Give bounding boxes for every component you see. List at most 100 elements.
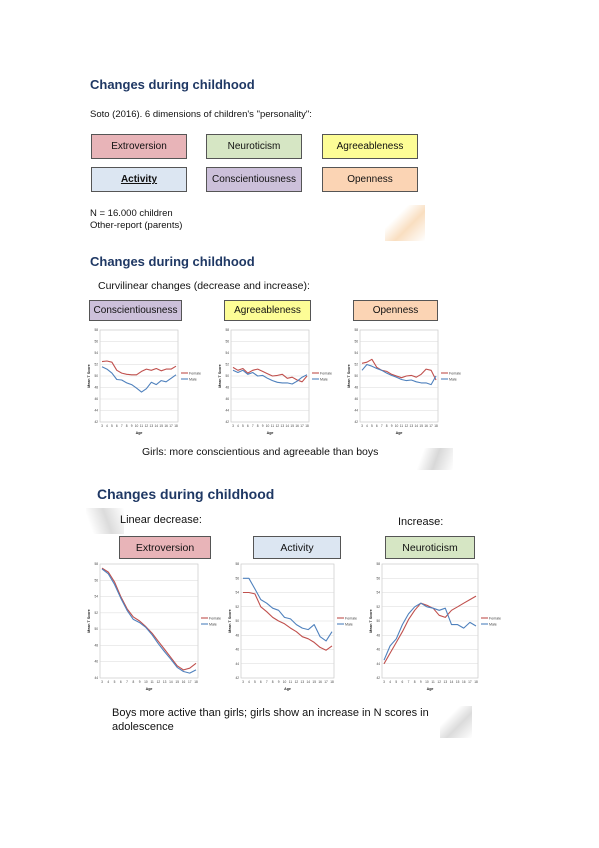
x-tick-label: 7 [381,424,383,428]
y-axis-label: Mean T Score [369,609,373,632]
x-tick-label: 7 [266,680,268,684]
x-tick-label: 16 [424,424,428,428]
x-tick-label: 18 [305,424,309,428]
x-tick-label: 8 [386,424,388,428]
x-tick-label: 7 [408,680,410,684]
legend-entry: Male [320,377,328,381]
slide3-title: Changes during childhood [97,486,275,502]
x-tick-label: 7 [252,424,254,428]
x-tick-label: 9 [262,424,264,428]
x-tick-label: 11 [140,424,144,428]
x-tick-label: 8 [272,680,274,684]
dimension-activity: Activity [91,167,187,192]
x-tick-label: 4 [237,424,239,428]
slide3-footer-line2: adolescence [112,721,174,733]
y-tick-label: 42 [235,676,239,680]
series-line-female [232,366,308,383]
y-tick-label: 56 [235,576,239,580]
y-tick-label: 50 [94,374,98,378]
x-tick-label: 11 [431,680,435,684]
y-tick-label: 56 [225,340,229,344]
chart-title-agreeableness: Agreeableness [224,300,311,321]
y-axis-label: Mean T Score [87,609,91,632]
x-tick-label: 3 [232,424,234,428]
x-tick-label: 3 [101,680,103,684]
x-tick-label: 5 [111,424,113,428]
x-tick-label: 3 [101,424,103,428]
x-tick-label: 6 [402,680,404,684]
x-tick-label: 14 [285,424,289,428]
y-axis-label: Mean T Score [228,609,232,632]
report-type-note: Other-report (parents) [90,220,183,231]
y-tick-label: 48 [94,643,98,647]
chart-title-activity: Activity [253,536,341,559]
x-tick-label: 17 [429,424,433,428]
y-tick-label: 58 [225,328,229,332]
chart-title-neuroticism: Neuroticism [385,536,475,559]
y-tick-label: 58 [235,562,239,566]
linear-decrease-label: Linear decrease: [120,514,202,526]
sample-size-note: N = 16.000 children [90,208,173,219]
x-tick-label: 13 [444,680,448,684]
x-tick-label: 12 [405,424,409,428]
y-tick-label: 44 [94,409,98,413]
x-tick-label: 4 [107,680,109,684]
x-tick-label: 7 [121,424,123,428]
legend-entry: Female [489,616,501,620]
x-tick-label: 6 [120,680,122,684]
x-tick-label: 16 [295,424,299,428]
x-tick-label: 8 [126,424,128,428]
series-line-female [101,360,177,376]
x-tick-label: 18 [474,680,478,684]
x-tick-label: 10 [266,424,270,428]
x-tick-label: 15 [312,680,316,684]
x-tick-label: 11 [150,680,154,684]
series-line-female [243,591,333,651]
x-tick-label: 18 [434,424,438,428]
y-tick-label: 52 [225,363,229,367]
y-tick-label: 56 [94,340,98,344]
slide1-title: Changes during childhood [90,77,255,92]
x-tick-label: 4 [366,424,368,428]
x-tick-label: 6 [116,424,118,428]
legend-entry: Female [345,616,357,620]
x-tick-label: 4 [106,424,108,428]
y-tick-label: 56 [94,578,98,582]
x-tick-label: 10 [283,680,287,684]
x-tick-label: 12 [145,424,149,428]
y-tick-label: 54 [235,591,239,595]
x-tick-label: 15 [419,424,423,428]
y-tick-label: 58 [94,562,98,566]
x-tick-label: 13 [281,424,285,428]
x-tick-label: 14 [414,424,418,428]
x-tick-label: 12 [157,680,161,684]
x-tick-label: 10 [144,680,148,684]
series-line-male [243,577,333,642]
y-tick-label: 50 [225,374,229,378]
dimension-conscientiousness: Conscientiousness [206,167,302,192]
x-tick-label: 9 [391,424,393,428]
y-axis-label: Mean T Score [87,364,91,387]
x-tick-label: 5 [114,680,116,684]
y-tick-label: 42 [225,420,229,424]
y-tick-label: 48 [354,386,358,390]
x-axis-label: Age [146,687,153,691]
x-tick-label: 14 [169,680,173,684]
x-tick-label: 6 [247,424,249,428]
y-tick-label: 58 [354,328,358,332]
legend-entry: Female [209,616,221,620]
legend-entry: Male [209,622,217,626]
plot-frame [99,563,199,679]
series-line-female [101,567,197,671]
x-tick-label: 3 [242,680,244,684]
dimension-openness: Openness [322,167,418,192]
y-tick-label: 50 [354,374,358,378]
legend-entry: Male [345,622,353,626]
y-tick-label: 52 [94,611,98,615]
x-tick-label: 9 [131,424,133,428]
series-line-male [361,363,437,386]
x-tick-label: 17 [300,424,304,428]
x-tick-label: 5 [395,680,397,684]
